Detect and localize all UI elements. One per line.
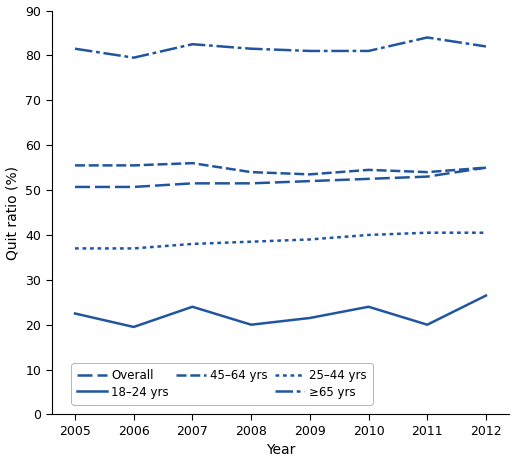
X-axis label: Year: Year [266, 444, 295, 457]
Y-axis label: Quit ratio (%): Quit ratio (%) [6, 165, 20, 260]
Legend: Overall, 18–24 yrs, 45–64 yrs, , 25–44 yrs, ≥65 yrs: Overall, 18–24 yrs, 45–64 yrs, , 25–44 y… [71, 363, 373, 405]
